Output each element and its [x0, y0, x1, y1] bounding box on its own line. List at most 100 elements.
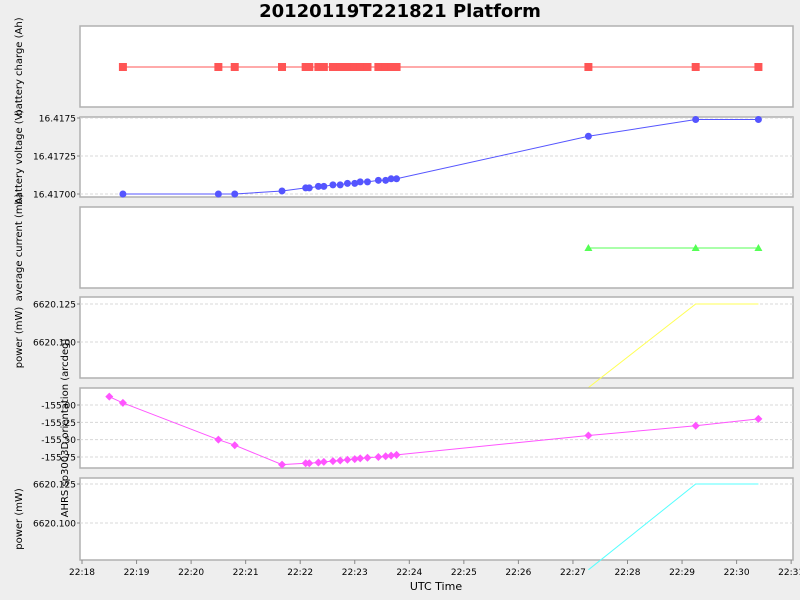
data-point	[214, 435, 223, 444]
data-point	[584, 63, 593, 71]
data-point	[319, 457, 328, 466]
y-tick-label: 6620.100	[33, 339, 76, 349]
data-point	[278, 460, 287, 469]
data-point	[382, 176, 390, 184]
data-point	[350, 455, 359, 464]
y-axis-label: power (mW)	[14, 488, 25, 550]
x-tick-label: 22:30	[724, 568, 750, 578]
y-axis-label: average current (mA)	[14, 194, 25, 302]
data-point	[118, 63, 127, 71]
y-axis-label: AHRS sp3003D.orientation (arcdeg)	[60, 339, 71, 518]
x-tick-label: 22:20	[178, 568, 204, 578]
data-point	[230, 63, 239, 71]
data-point	[363, 63, 372, 71]
y-axis-label: battery charge (Ah)	[14, 17, 25, 115]
data-point	[393, 175, 401, 183]
data-point	[374, 453, 383, 461]
x-tick-label: 22:27	[560, 568, 586, 578]
data-point	[363, 178, 371, 186]
data-point	[278, 187, 286, 195]
data-point	[387, 175, 395, 183]
panel-2: 16.41700 16.41725 16.4175 battery voltage (…	[14, 109, 794, 204]
data-point	[320, 182, 328, 190]
y-tick-label: -155.50	[41, 436, 76, 446]
data-point	[336, 181, 344, 189]
data-point	[363, 453, 372, 462]
data-point	[119, 190, 127, 198]
y-tick-label: 16.4175	[39, 115, 76, 125]
data-point	[392, 63, 401, 71]
y-tick-label: 6620.100	[33, 520, 76, 530]
data-point	[214, 63, 223, 71]
y-tick-label: -155.00	[41, 402, 76, 412]
y-axis-label: battery voltage (V)	[14, 109, 25, 204]
data-point	[118, 398, 127, 407]
data-point	[356, 63, 365, 71]
data-point	[343, 179, 351, 187]
x-axis: 22:18 22:19 22:20 22:21 22:22 22:23 22:24 22:25…	[69, 560, 800, 593]
data-point	[328, 457, 337, 466]
data-point	[356, 454, 365, 463]
x-tick-label: 22:31	[778, 568, 800, 578]
data-point	[691, 421, 700, 430]
data-point	[305, 459, 314, 468]
data-point	[343, 63, 352, 71]
panel-4: 6620.100 6620.125 power (mW)	[14, 296, 794, 388]
data-point	[336, 63, 345, 71]
data-point	[374, 176, 382, 184]
x-tick-label: 22:26	[505, 568, 531, 578]
data-point	[754, 244, 763, 251]
data-point	[329, 181, 337, 189]
y-tick-label: 6620.125	[33, 301, 76, 311]
data-point	[319, 63, 328, 71]
data-point	[584, 431, 593, 440]
x-tick-label: 22:22	[287, 568, 313, 578]
data-point	[692, 116, 700, 124]
x-tick-label: 22:23	[342, 568, 368, 578]
data-point	[230, 441, 239, 450]
data-point	[691, 244, 700, 251]
data-point	[328, 63, 337, 71]
data-point	[387, 63, 396, 71]
data-point	[381, 452, 390, 461]
data-point	[754, 63, 763, 71]
data-point	[305, 184, 313, 192]
y-tick-label: 16.41700	[33, 191, 76, 201]
x-axis-label: UTC Time	[410, 580, 462, 593]
data-point	[374, 63, 383, 71]
data-point	[343, 455, 352, 464]
data-point	[336, 456, 345, 465]
data-point	[314, 458, 323, 467]
data-point	[350, 63, 359, 71]
x-tick-label: 22:18	[69, 568, 95, 578]
data-point	[214, 190, 222, 198]
data-point	[231, 190, 239, 198]
data-point	[754, 116, 762, 124]
x-tick-label: 22:24	[396, 568, 422, 578]
data-point	[314, 182, 322, 190]
data-point	[278, 63, 287, 71]
data-point	[381, 63, 390, 71]
data-point	[754, 414, 763, 423]
y-tick-label: 16.41725	[33, 153, 76, 163]
x-tick-label: 22:21	[233, 568, 259, 578]
data-point	[314, 63, 323, 71]
x-tick-label: 22:28	[615, 568, 641, 578]
chart-title: 20120119T221821 Platform	[259, 1, 541, 22]
data-point	[387, 451, 396, 460]
panel-1: battery charge (Ah)	[14, 17, 794, 116]
data-point	[392, 450, 401, 459]
x-tick-label: 22:19	[124, 568, 150, 578]
panel-3: average current (mA)	[14, 194, 794, 302]
data-point	[584, 132, 592, 140]
y-tick-label: 6620.125	[33, 481, 76, 491]
data-point	[584, 244, 593, 251]
y-tick-label: -155.75	[41, 454, 76, 464]
data-point	[351, 179, 359, 187]
y-axis-label: power (mW)	[14, 307, 25, 369]
data-point	[105, 392, 114, 401]
data-point	[305, 63, 314, 71]
x-tick-label: 22:29	[669, 568, 695, 578]
